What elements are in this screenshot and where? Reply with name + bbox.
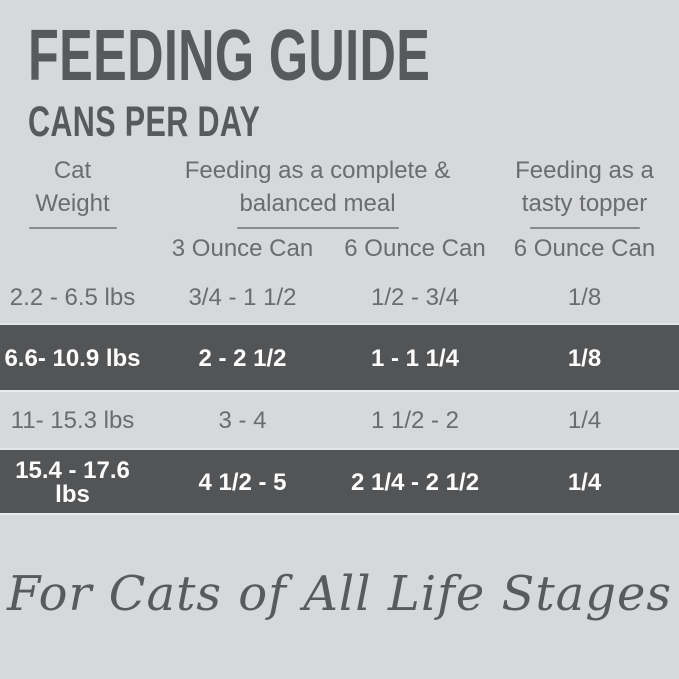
cell-6oz-can: 1 1/2 - 2 xyxy=(370,407,460,434)
complete-meal-underline xyxy=(236,227,399,229)
column-group-complete-meal: Feeding as a complete & balanced meal xyxy=(145,150,490,230)
cell-weight: 15.4 - 17.6 lbs xyxy=(15,456,130,508)
cell-3oz-can: 4 1/2 - 5 xyxy=(198,468,287,496)
column-group-complete-meal-line1: Feeding as a complete & xyxy=(184,157,451,184)
column-group-cat-weight-line1: Cat xyxy=(53,157,92,184)
subheader-empty xyxy=(0,230,145,268)
table-row-4: 15.4 - 17.6 lbs 4 1/2 - 5 2 1/4 - 2 1/2 … xyxy=(0,450,679,513)
cell-6oz-can: 1 - 1 1/4 xyxy=(370,344,460,372)
column-group-cat-weight: Cat Weight xyxy=(0,150,145,230)
cell-topper: 1/8 xyxy=(567,344,602,372)
cell-topper: 1/8 xyxy=(567,283,602,311)
column-group-tasty-topper: Feeding as a tasty topper xyxy=(490,150,679,230)
cell-3oz-can: 3/4 - 1 1/2 xyxy=(188,283,297,311)
column-group-row: Cat Weight Feeding as a complete & balan… xyxy=(0,150,679,230)
table-header: Cat Weight Feeding as a complete & balan… xyxy=(0,150,679,268)
subheader-6oz-can: 6 Ounce Can xyxy=(344,235,486,262)
page-subtitle-text: CANS PER DAY xyxy=(28,98,261,146)
cell-3oz-can: 3 - 4 xyxy=(218,407,267,434)
cell-weight: 11- 15.3 lbs xyxy=(10,407,135,434)
page-title-text: FEEDING GUIDE xyxy=(28,16,431,96)
cell-3oz-can: 2 - 2 1/2 xyxy=(198,344,287,372)
subheader-row: 3 Ounce Can 6 Ounce Can 6 Ounce Can xyxy=(0,230,679,268)
subheader-6oz-can-topper: 6 Ounce Can xyxy=(513,235,656,262)
cell-topper: 1/4 xyxy=(567,468,602,496)
cell-weight: 6.6- 10.9 lbs xyxy=(4,344,141,372)
cell-weight: 2.2 - 6.5 lbs xyxy=(9,283,136,311)
table-body: 2.2 - 6.5 lbs 3/4 - 1 1/2 1/2 - 3/4 1/8 … xyxy=(0,268,679,513)
column-group-cat-weight-line2: Weight xyxy=(35,190,110,217)
table-row-1: 2.2 - 6.5 lbs 3/4 - 1 1/2 1/2 - 3/4 1/8 xyxy=(0,268,679,325)
table-row-3: 11- 15.3 lbs 3 - 4 1 1/2 - 2 1/4 xyxy=(0,390,679,450)
cat-weight-underline xyxy=(28,227,117,229)
column-group-complete-meal-line2: balanced meal xyxy=(239,190,396,217)
cell-6oz-can: 1/2 - 3/4 xyxy=(370,283,460,311)
tagline: For Cats of All Life Stages xyxy=(6,566,673,622)
column-group-tasty-topper-line1: Feeding as a xyxy=(515,157,654,184)
table-row-2: 6.6- 10.9 lbs 2 - 2 1/2 1 - 1 1/4 1/8 xyxy=(0,325,679,390)
tasty-topper-underline xyxy=(529,227,640,229)
column-group-tasty-topper-line2: tasty topper xyxy=(521,190,648,217)
cell-6oz-can: 2 1/4 - 2 1/2 xyxy=(350,468,480,496)
cell-topper: 1/4 xyxy=(567,407,602,434)
page-subtitle: CANS PER DAY xyxy=(28,101,603,144)
title-block: FEEDING GUIDE CANS PER DAY xyxy=(28,20,603,144)
subheader-3oz-can: 3 Ounce Can xyxy=(171,235,314,262)
page-title: FEEDING GUIDE xyxy=(28,20,603,92)
